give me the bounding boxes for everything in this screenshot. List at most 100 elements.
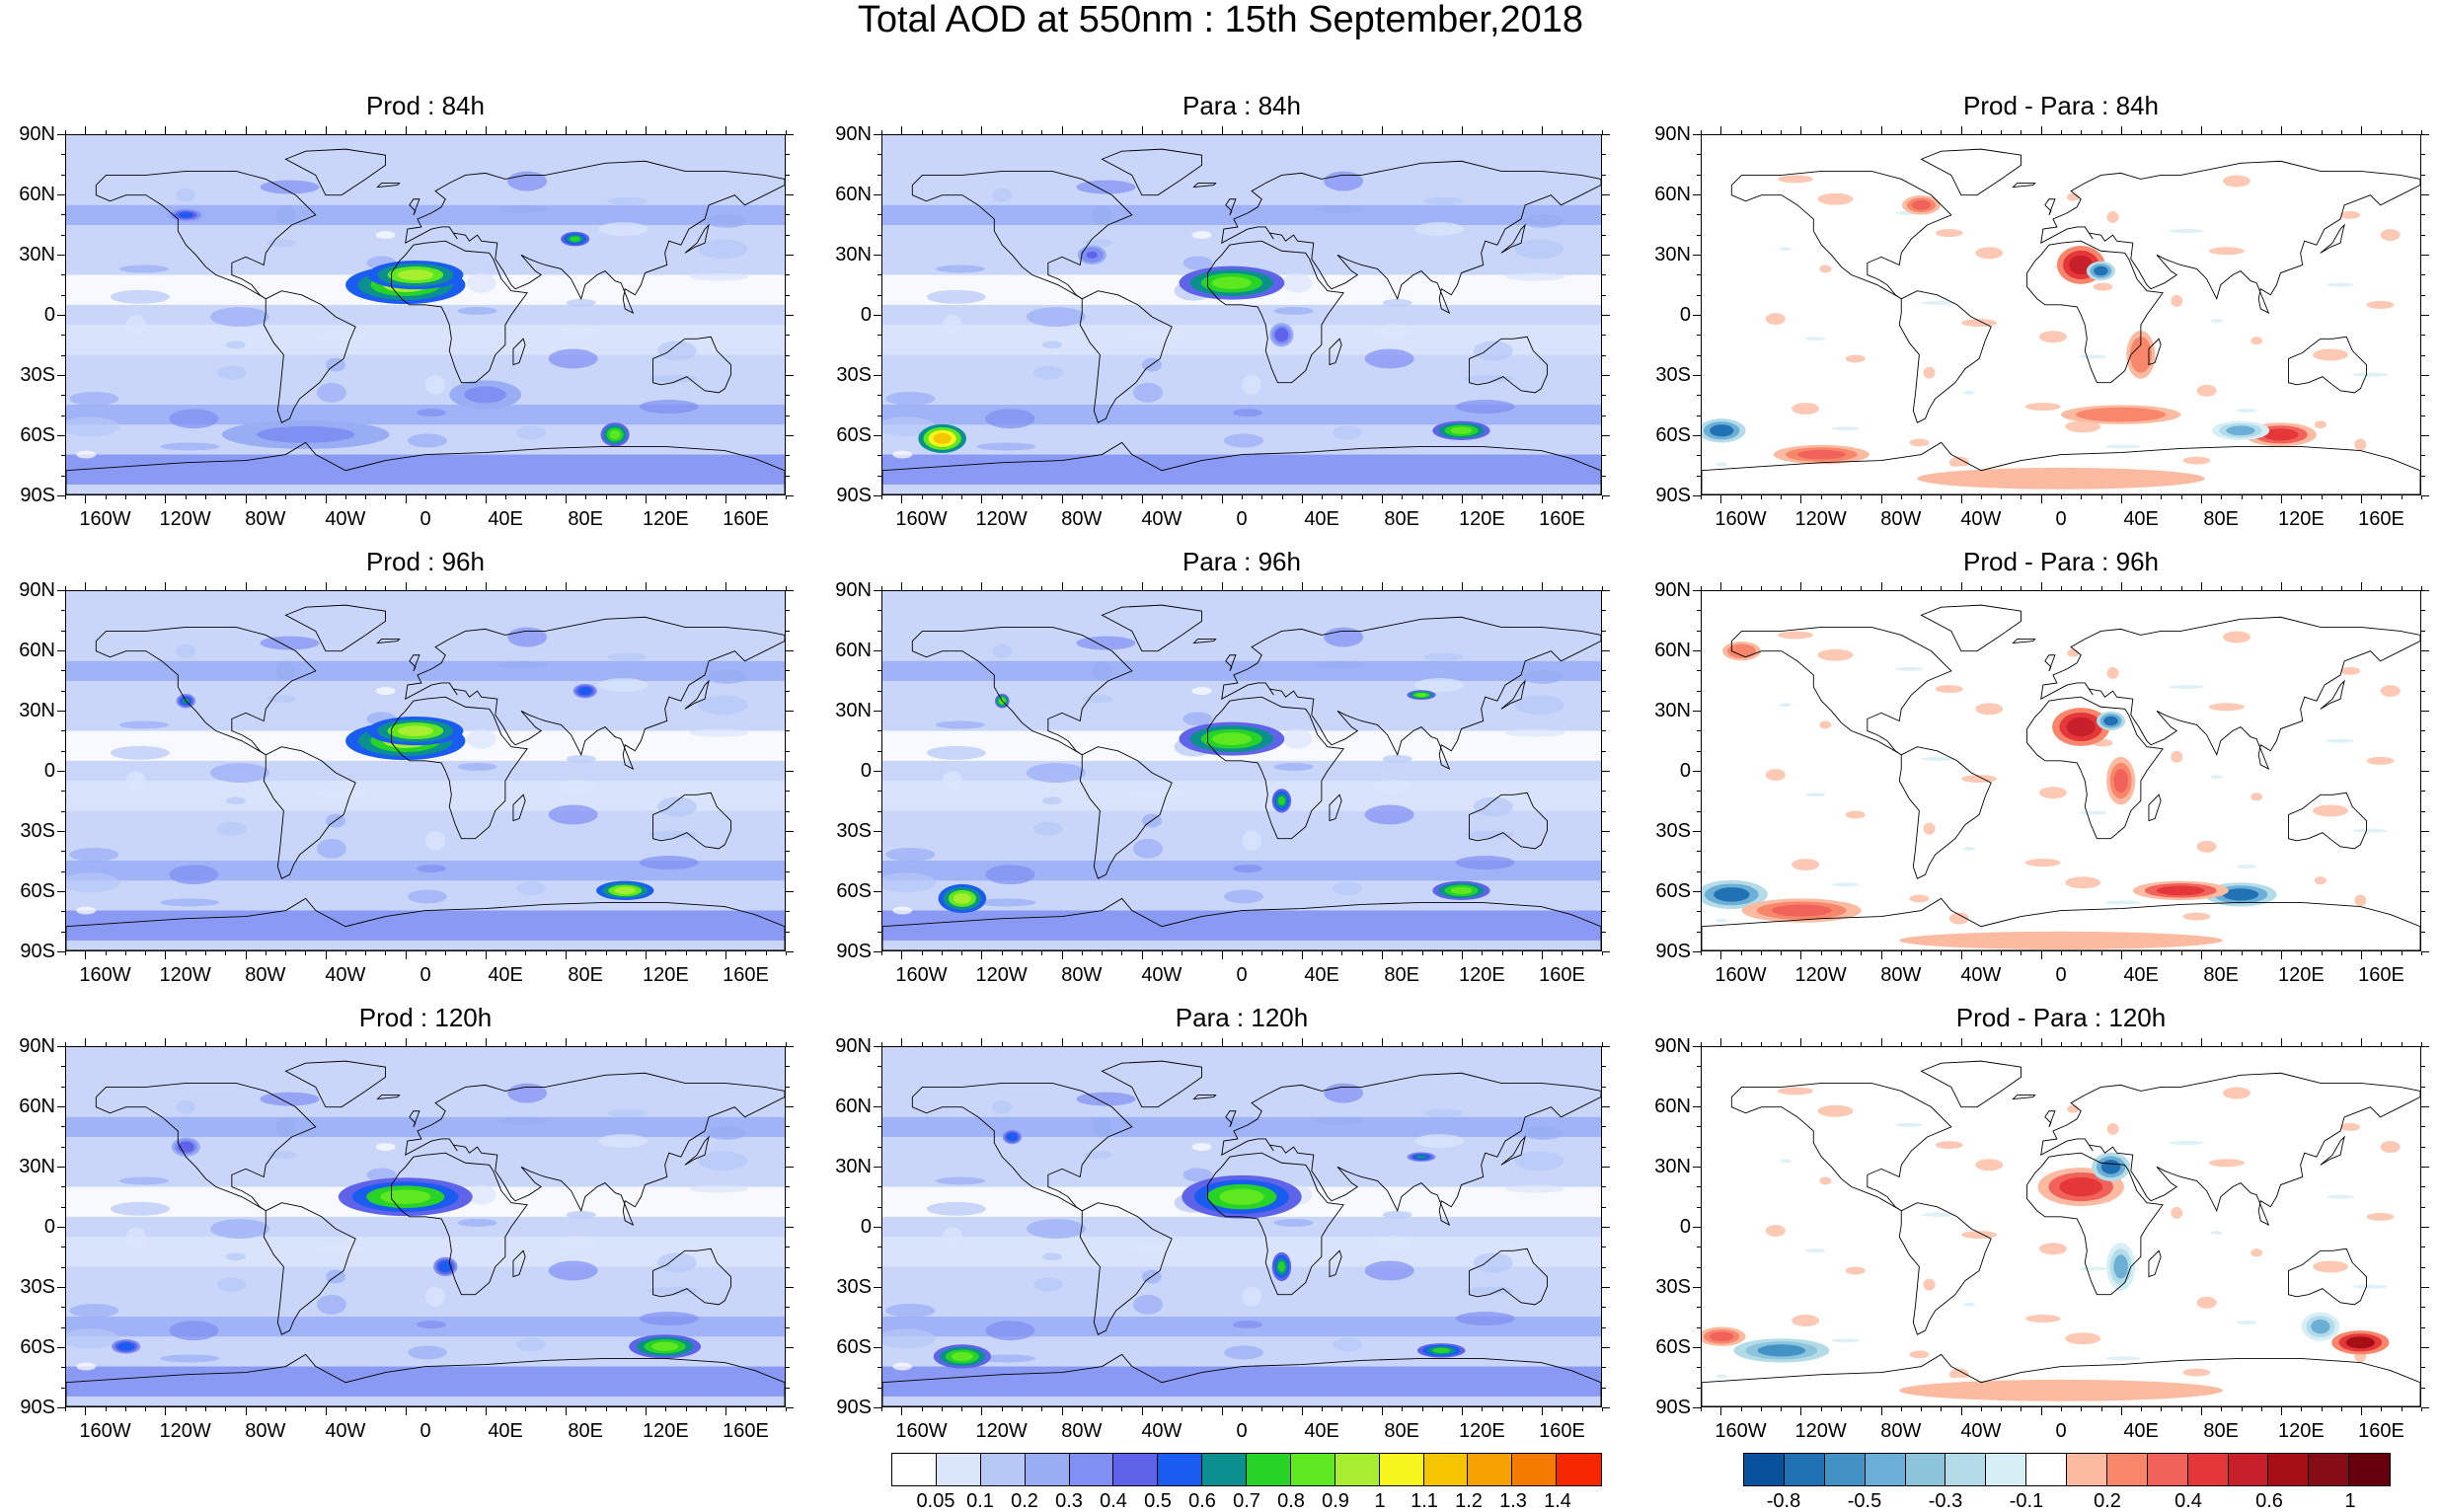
lat-tick — [877, 1066, 881, 1068]
lat-tick — [1602, 610, 1606, 612]
lon-tick — [1840, 495, 1842, 499]
lat-label: 90S — [20, 485, 55, 506]
lon-tick — [1880, 126, 1882, 134]
lat-label: 60S — [1655, 880, 1691, 902]
lon-tick — [1521, 1407, 1523, 1411]
lat-tick — [786, 375, 794, 376]
panel-title: Prod : 84h — [366, 91, 485, 120]
lon-tick — [225, 130, 227, 134]
lon-tick — [1701, 586, 1702, 590]
lon-tick — [1482, 951, 1484, 955]
colorbar-label: 0.1 — [966, 1490, 994, 1512]
lon-tick — [1900, 586, 1902, 590]
lat-label: 60N — [835, 1096, 872, 1117]
lon-tick — [1501, 495, 1503, 499]
lon-tick — [145, 130, 147, 134]
lon-tick — [786, 1407, 787, 1411]
lat-tick — [1693, 1106, 1701, 1107]
lat-tick — [61, 851, 65, 853]
lat-tick — [61, 1066, 65, 1068]
lat-tick — [2421, 1046, 2429, 1047]
lon-tick — [1501, 1407, 1503, 1411]
lat-tick — [874, 590, 881, 591]
lon-tick — [1900, 130, 1902, 134]
lat-tick — [877, 1126, 881, 1128]
lon-tick — [1941, 495, 1943, 499]
lon-tick — [485, 1407, 487, 1415]
lon-tick — [1861, 130, 1863, 134]
lon-tick — [1341, 495, 1343, 499]
lon-tick — [1301, 1038, 1303, 1046]
lat-tick — [786, 154, 790, 156]
lat-tick — [2421, 375, 2429, 376]
lon-tick — [2001, 951, 2003, 955]
lon-tick — [1261, 495, 1263, 499]
lon-tick — [2221, 586, 2223, 590]
lon-tick — [961, 1042, 963, 1046]
lat-tick — [2421, 1106, 2429, 1107]
panel-title: Para : 84h — [1182, 91, 1301, 120]
panel-title: Prod - Para : 96h — [1963, 547, 2159, 576]
lon-tick — [265, 495, 267, 499]
lat-tick — [57, 1167, 65, 1168]
lon-tick — [2340, 495, 2342, 499]
lon-tick — [545, 1042, 547, 1046]
lon-tick — [465, 495, 467, 499]
lon-tick — [1980, 951, 1982, 955]
lat-label: 60N — [835, 640, 872, 661]
lat-tick — [1602, 1367, 1606, 1369]
lat-tick — [57, 255, 65, 256]
lat-tick — [61, 154, 65, 156]
lat-tick — [786, 1387, 790, 1389]
lat-tick — [61, 630, 65, 632]
lon-tick — [1441, 951, 1443, 955]
lon-tick — [705, 1042, 707, 1046]
lon-tick — [646, 1407, 648, 1415]
lon-tick — [1800, 951, 1802, 959]
lat-label: 60S — [836, 880, 872, 902]
lon-tick — [1041, 1407, 1043, 1411]
lat-tick — [1602, 1326, 1606, 1328]
lon-tick — [585, 586, 587, 590]
lat-tick — [1693, 315, 1701, 316]
lon-tick — [1441, 586, 1443, 590]
map-field — [882, 135, 1601, 494]
lat-tick — [786, 214, 790, 216]
lat-tick — [61, 354, 65, 356]
lat-label: 30N — [1654, 244, 1691, 265]
lon-tick — [1341, 1042, 1343, 1046]
lon-tick — [405, 126, 407, 134]
lon-tick — [1221, 1038, 1223, 1046]
lon-tick — [485, 951, 487, 959]
lon-tick — [1880, 1407, 1882, 1415]
lon-tick — [941, 586, 943, 590]
lat-tick — [2421, 670, 2425, 672]
lon-tick — [265, 586, 267, 590]
lon-tick — [265, 1407, 267, 1411]
lon-tick — [1941, 1407, 1943, 1411]
lon-label: 80W — [245, 1420, 286, 1442]
lon-tick — [1402, 1042, 1404, 1046]
lat-tick — [1602, 194, 1610, 195]
lon-tick — [2061, 586, 2062, 590]
lon-tick — [2081, 1407, 2083, 1411]
lon-label: 120W — [975, 964, 1028, 986]
lat-tick — [2421, 1206, 2425, 1208]
lon-tick — [665, 1407, 667, 1411]
lat-tick — [1697, 750, 1701, 752]
lat-tick — [1693, 495, 1701, 496]
lat-label: 0 — [1679, 304, 1691, 326]
lon-label: 80E — [1384, 508, 1420, 530]
lon-tick — [921, 1042, 923, 1046]
lat-label: 30N — [19, 1156, 55, 1177]
colorbar-box — [1202, 1454, 1247, 1485]
lon-tick — [425, 1042, 426, 1046]
lat-tick — [786, 315, 794, 316]
lon-tick — [1322, 586, 1324, 590]
lat-tick — [1697, 475, 1701, 477]
lat-label: 90S — [20, 941, 55, 962]
lon-tick — [921, 495, 923, 499]
lon-tick — [2301, 495, 2303, 499]
lon-label: 160W — [1715, 1420, 1767, 1442]
lon-tick — [625, 586, 627, 590]
